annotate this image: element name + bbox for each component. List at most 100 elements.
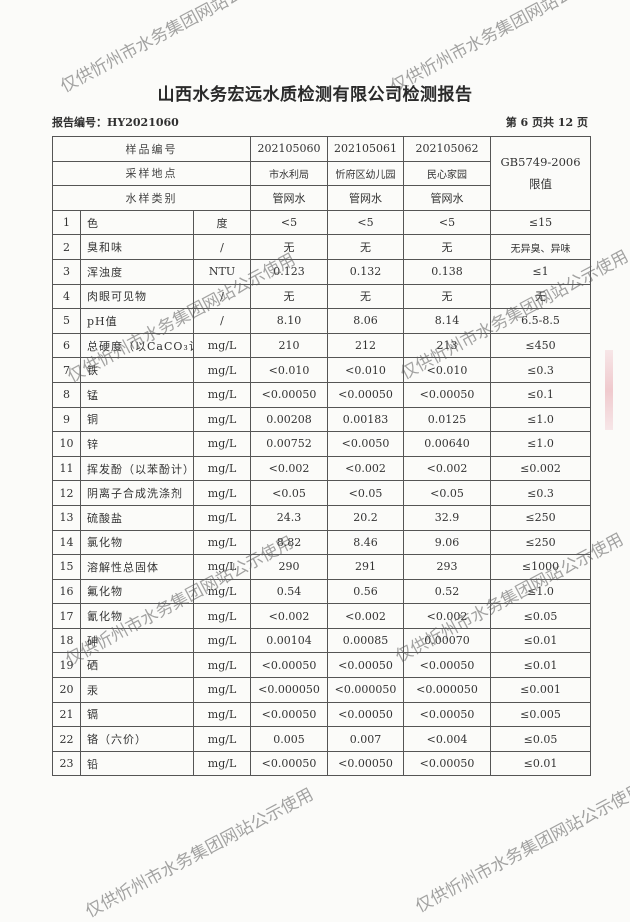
sample-value: 无 xyxy=(403,283,492,310)
table-row: 5 pH值/8.10 8.06 8.14 6.5-8.5 xyxy=(52,308,592,334)
watermark: 仅供忻州市水务集团网站公示使用 xyxy=(82,784,317,922)
sample-type: 管网水 xyxy=(250,185,329,211)
table-row: 9 铜 mg/L 0.00208 0.00183 0.0125 ≤1.0 xyxy=(52,406,592,433)
limit-value: ≤250 xyxy=(490,504,592,531)
item-unit: mg/L xyxy=(192,603,252,629)
limit-value: ≤450 xyxy=(490,332,592,359)
sample-value: 无 xyxy=(327,283,405,310)
item-number: 12 xyxy=(52,480,81,506)
item-unit: mg/L xyxy=(192,554,252,580)
sample-location: 民心家园 xyxy=(403,160,492,187)
sample-location: 市水利局 xyxy=(250,160,329,187)
item-number: 14 xyxy=(52,529,81,556)
limit-value: ≤0.1 xyxy=(490,381,592,408)
sample-value: 8.82 xyxy=(250,529,329,556)
sample-value: <0.000050 xyxy=(403,677,492,703)
sample-value: <0.0050 xyxy=(327,431,405,457)
page-number: 第 6 页共 12 页 xyxy=(505,116,588,129)
table-row: 3 浑浊度 NTU 0.123 0.132 0.138 ≤1 xyxy=(52,258,592,285)
item-name: 铜 xyxy=(80,406,194,433)
table-row: 4 肉眼可见物 / 无无无无 xyxy=(52,283,592,310)
sample-value: 20.2 xyxy=(327,504,405,531)
table-row: 8 锰 mg/L <0.00050 <0.00050 <0.00050 ≤0.1 xyxy=(52,381,592,408)
sample-value: 0.123 xyxy=(250,258,329,285)
sample-value: 0.00104 xyxy=(250,627,329,654)
sample-value: 0.0125 xyxy=(403,406,492,433)
item-name: pH值 xyxy=(80,308,194,334)
table-row: 16 氟化物 mg/L 0.54 0.56 0.52 ≤1.0 xyxy=(52,578,592,605)
item-unit: mg/L xyxy=(192,332,252,359)
item-number: 9 xyxy=(52,406,81,433)
item-number: 5 xyxy=(52,308,81,334)
sample-value: 无 xyxy=(403,234,492,260)
limit-value: ≤1.0 xyxy=(490,578,592,605)
table-row: 7 铁 mg/L <0.010 <0.010 <0.010 ≤0.3 xyxy=(52,357,592,383)
item-number: 16 xyxy=(52,578,81,605)
item-name: 挥发酚（以苯酚计） xyxy=(80,455,194,482)
item-unit: mg/L xyxy=(192,455,252,482)
sample-value: <0.00050 xyxy=(403,652,492,679)
sample-value: 8.46 xyxy=(327,529,405,556)
limit-value: 无异臭、异味 xyxy=(490,234,592,260)
limit-value: 6.5-8.5 xyxy=(490,308,592,334)
limit-value: ≤1 xyxy=(490,258,592,285)
sample-value: 0.52 xyxy=(403,578,492,605)
sample-value: 32.9 xyxy=(403,504,492,531)
item-number: 19 xyxy=(52,652,81,679)
item-number: 1 xyxy=(52,209,81,236)
sample-type: 管网水 xyxy=(327,185,405,211)
sample-value: 0.005 xyxy=(250,726,329,752)
sample-value: <0.010 xyxy=(327,357,405,383)
item-number: 15 xyxy=(52,554,81,580)
item-number: 10 xyxy=(52,431,81,457)
sample-value: 0.132 xyxy=(327,258,405,285)
item-number: 20 xyxy=(52,677,81,703)
item-unit: NTU xyxy=(192,258,252,285)
item-name: 汞 xyxy=(80,677,194,703)
limit-value: ≤15 xyxy=(490,209,592,236)
limit-value: ≤0.3 xyxy=(490,480,592,506)
results-table: 样品编号 202105060 202105061 202105062 GB574… xyxy=(51,136,592,777)
item-name: 砷 xyxy=(80,627,194,654)
sample-value: <0.00050 xyxy=(250,750,329,777)
location-label: 采样地点 xyxy=(51,160,252,187)
sample-value: <0.010 xyxy=(250,357,329,383)
sample-value: 210 xyxy=(250,332,329,359)
item-name: 硫酸盐 xyxy=(80,504,194,531)
item-name: 臭和味 xyxy=(80,234,194,260)
watermark: 仅供忻州市水务集团网站公示使用 xyxy=(412,779,630,918)
limit-value: ≤0.01 xyxy=(490,652,592,679)
item-name: 氯化物 xyxy=(80,529,194,556)
sample-value: 0.00640 xyxy=(403,431,492,457)
sample-value: <0.00050 xyxy=(403,750,492,777)
limit-value: ≤1000 xyxy=(490,554,592,580)
sample-value: <0.002 xyxy=(250,603,329,629)
sample-value: 290 xyxy=(250,554,329,580)
sample-number-row: 样品编号 202105060 202105061 202105062 GB574… xyxy=(51,136,592,211)
item-unit: / xyxy=(192,283,252,310)
item-unit: mg/L xyxy=(192,381,252,408)
sample-value: <5 xyxy=(403,209,492,236)
limit-value: ≤250 xyxy=(490,529,592,556)
seam-stamp xyxy=(605,350,613,430)
sample-value: <5 xyxy=(327,209,405,236)
sample-value: <0.00050 xyxy=(327,381,405,408)
sample-value: 8.10 xyxy=(250,308,329,334)
sample-value: 0.007 xyxy=(327,726,405,752)
limit-value: ≤0.05 xyxy=(490,726,592,752)
sample-value: 0.00085 xyxy=(327,627,405,654)
item-unit: mg/L xyxy=(192,701,252,728)
sample-value: 24.3 xyxy=(250,504,329,531)
sample-value: <0.00050 xyxy=(327,652,405,679)
sample-value: <0.00050 xyxy=(327,750,405,777)
limit-value: ≤0.002 xyxy=(490,455,592,482)
table-row: 12 阴离子合成洗涤剂 mg/L <0.05 <0.05 <0.05 ≤0.3 xyxy=(52,480,592,506)
item-name: 总硬度（以CaCO₃计） xyxy=(80,332,194,359)
sample-value: 212 xyxy=(327,332,405,359)
sample-value: <5 xyxy=(250,209,329,236)
sample-value: 0.00752 xyxy=(250,431,329,457)
table-row: 22 铬（六价） mg/L 0.005 0.007 <0.004 ≤0.05 xyxy=(52,726,592,752)
item-unit: mg/L xyxy=(192,627,252,654)
table-row: 23 铅 mg/L <0.00050 <0.00050 <0.00050 ≤0.01 xyxy=(52,750,592,777)
